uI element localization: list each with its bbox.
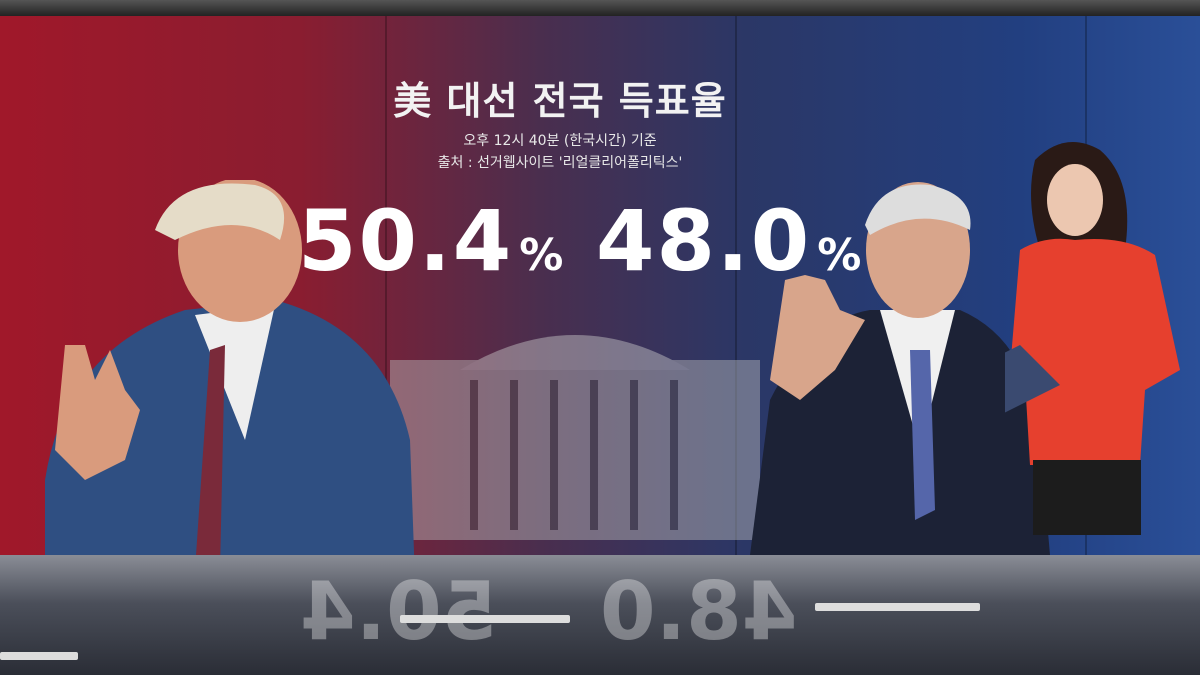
desk-light-strip xyxy=(400,615,570,623)
timestamp-label: 오후 12시 40분 (한국시간) 기준 xyxy=(463,133,657,149)
screen-seam xyxy=(735,16,737,556)
source-label: 출처 : 선거웹사이트 '리얼클리어폴리틱스' xyxy=(437,155,683,171)
desk-light-strip xyxy=(0,652,78,660)
left-vote-share: 50.4% xyxy=(298,192,566,290)
ceiling-bar xyxy=(0,0,1200,16)
desk-light-strip xyxy=(815,603,980,611)
left-value-reflection: 50.4 xyxy=(300,565,498,658)
white-house-image xyxy=(390,335,760,540)
screen-seam xyxy=(385,16,387,556)
right-vote-share: 48.0% xyxy=(596,192,864,290)
right-value-reflection: 48.0 xyxy=(600,565,798,658)
right-candidate-photo xyxy=(750,182,1050,555)
graphic-title: 美 대선 전국 득표율 xyxy=(393,79,727,123)
left-candidate-photo xyxy=(45,180,415,580)
anchor-desk xyxy=(0,555,1200,675)
news-anchor xyxy=(1005,142,1180,535)
